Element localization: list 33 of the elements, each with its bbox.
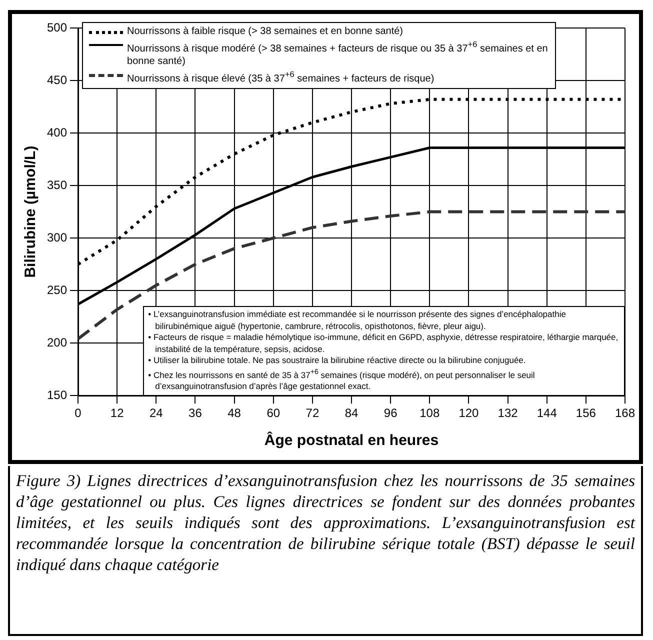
legend-label: Nourrissons à risque élevé (35 à 37$^{+6}$ semaines + facteurs de risque): [127, 68, 434, 86]
annotation: • L’exsanguinotransfusion immédiate est recommandée si le nourrisson présente des signes d’encéphalopathie bilirubinémique aiguë (hypertonie, cambrure, rétrocolis, opisthotonos, fièvre, pleur aigu).: [148, 309, 567, 332]
legend-label: Nourrissons à faible risque (> 38 semaines et en bonne santé): [127, 25, 404, 38]
x-tick-label: 108: [420, 406, 440, 420]
x-tick-label: 60: [266, 406, 280, 420]
y-tick-label: 150: [46, 388, 68, 402]
x-tick-label: 144: [536, 406, 558, 420]
y-tick-label: 350: [46, 178, 68, 192]
x-tick-label: 12: [110, 406, 124, 420]
x-tick-label: 156: [576, 406, 596, 420]
annotation: • Facteurs de risque = maladie hémolytique iso-immune, déficit en G6PD, asphyxie, détresse respiratoire, léthargie marquée, instabilité de la température, sepsis, acidose.: [148, 332, 620, 356]
annotation: • Chez les nourrissons en santé de 35 à 37$^{+6}$ semaines (risque modéré), on peut personnaliser le seuil d’exsanguinotransfusion d’après l’âge gestationnel exact.: [148, 366, 536, 393]
y-tick-label: 250: [46, 282, 68, 297]
y-axis-title: Bilirubine (µmol/L): [22, 146, 40, 278]
x-tick-label: 72: [306, 406, 320, 420]
x-tick-label: 84: [344, 406, 359, 420]
y-tick-label: 300: [46, 230, 68, 244]
text: Nourrissons à risque modéré (> 38 semaines + facteurs de risque ou 35 à 37$^{+6}$ semaines et en bonne santé): [127, 39, 548, 68]
annotation: • Utiliser la bilirubine totale. Ne pas soustraire la bilirubine réactive directe ou la bilirubine conjuguée.: [148, 355, 527, 367]
x-tick-label: 36: [188, 406, 202, 420]
x-tick-label: 24: [149, 406, 164, 420]
caption: Figure 3) Lignes directrices d’exsanguinotransfusion chez les nourrissons de 35 semaines d’âge gestationnel ou plus. Ces lignes directrices se fondent sur des données probantes limitées, et les seuils indiqués sont des approximations. L’exsanguinotransfusion est recommandée lorsque la concentration de bilirubine sérique totale (BST) dépasse le seuil indiqué dans chaque catégorie: [8, 466, 643, 636]
x-tick-label: 120: [458, 406, 480, 420]
y-tick-label: 400: [46, 125, 68, 140]
x-axis-title: Âge postnatal en heures: [264, 431, 439, 450]
y-tick-label: 500: [46, 20, 68, 34]
x-tick-label: 48: [228, 406, 242, 420]
x-tick-label: 0: [74, 406, 82, 420]
x-tick-label: 168: [614, 406, 636, 420]
y-tick-label: 450: [46, 72, 68, 87]
x-tick-label: 132: [498, 406, 518, 420]
y-tick-label: 200: [46, 335, 68, 350]
x-tick-label: 96: [384, 406, 398, 420]
